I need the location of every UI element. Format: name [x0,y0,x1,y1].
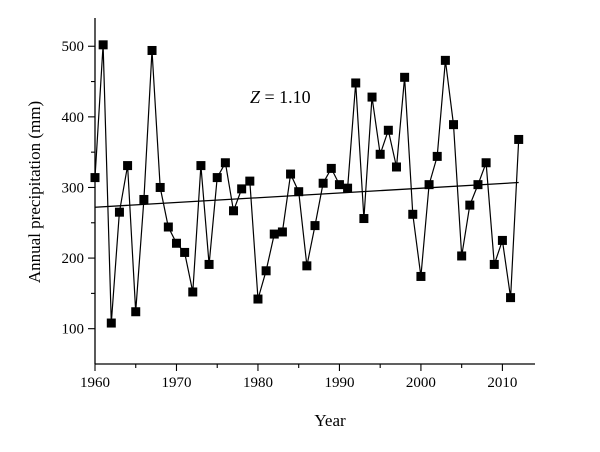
y-tick-label: 200 [62,251,85,267]
y-tick-label: 400 [62,110,85,126]
data-point [212,173,222,183]
data-point [180,247,190,257]
data-point [310,221,320,231]
x-tick-label: 2000 [406,375,436,391]
x-tick-label: 2010 [487,375,517,391]
x-tick-label: 1980 [243,375,273,391]
data-point [196,161,206,171]
x-tick-label: 1990 [324,375,354,391]
z-symbol: Z [250,87,261,107]
x-axis-label: Year [314,411,346,430]
data-point [253,294,263,304]
data-point [237,184,247,194]
data-point [408,209,418,219]
y-tick-label: 100 [62,322,85,338]
data-point [367,92,377,102]
z-statistic-annotation: Z = 1.10 [250,87,311,107]
data-point [163,222,173,232]
y-tick-label: 500 [62,39,85,55]
data-point [449,120,459,130]
y-axis-label: Annual precipitation (mm) [25,101,44,283]
data-point [155,182,165,192]
x-tick-label: 1960 [80,375,110,391]
data-point [351,78,361,88]
data-point [123,161,133,171]
data-point [424,180,434,190]
data-point [465,200,475,210]
data-point [343,183,353,193]
data-point [106,318,116,328]
data-point [473,180,483,190]
data-point [98,40,108,50]
data-point [416,271,426,281]
data-point [277,227,287,237]
trend-line [94,181,519,208]
data-point [131,307,141,317]
data-point [114,207,124,217]
data-point [489,259,499,269]
x-tick-label: 1970 [161,375,191,391]
data-point [391,162,401,172]
data-point [188,287,198,297]
data-point [204,259,214,269]
data-point [457,251,467,261]
data-point [302,261,312,271]
data-point [497,235,507,245]
data-point [506,293,516,303]
data-point [139,194,149,204]
data-point [400,72,410,82]
data-point [261,266,271,276]
data-point [171,238,181,248]
data-point [514,134,524,144]
data-point [440,55,450,65]
data-point [269,229,279,239]
data-point [334,180,344,190]
data-point [147,45,157,55]
z-value: = 1.10 [260,87,311,107]
data-point [375,149,385,159]
data-point [359,214,369,224]
data-point [383,125,393,135]
data-point [481,158,491,168]
data-point [220,158,230,168]
data-point [432,151,442,161]
axes: 1960 1970 1980 1990 2000 2010 100 200 300 400 500 [62,18,535,391]
data-point [245,176,255,186]
data-point [294,187,304,197]
data-point [286,169,296,179]
plot-area [90,40,524,328]
data-point [326,163,336,173]
data-point [318,178,328,188]
y-tick-label: 300 [62,180,85,196]
data-point [229,206,239,216]
